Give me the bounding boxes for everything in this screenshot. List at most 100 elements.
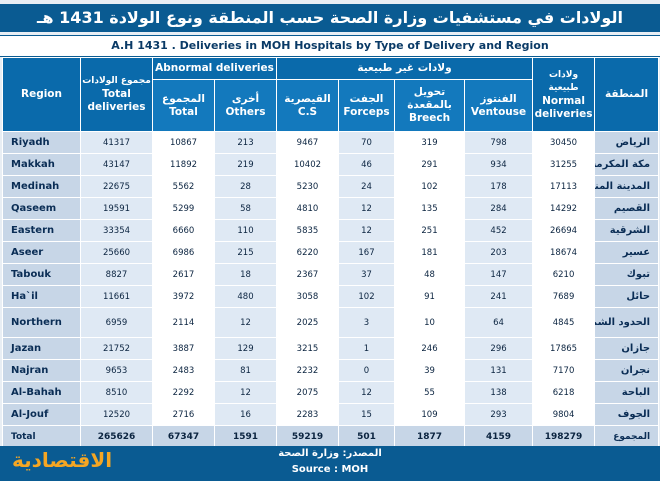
cell-total: 8510 (80, 381, 153, 404)
cell-normal: 14292 (532, 197, 596, 220)
cell-cs: 9467 (276, 131, 339, 154)
region-name-arabic: حائل (594, 285, 660, 308)
cell-normal: 9804 (532, 403, 596, 426)
cell-others: 215 (214, 241, 277, 264)
table-row: Eastern 33354 6660 110 5835 12 251 452 26694 الشر… (2, 219, 660, 242)
cell-others: 213 (214, 131, 277, 154)
header-cs-ar: القيصرية (284, 92, 331, 105)
cell-cs: 4810 (276, 197, 339, 220)
cell-ventouse: 131 (463, 359, 534, 382)
cell-cs: 2283 (276, 403, 339, 426)
header-normal-ar: ولادات طبيعية (548, 69, 579, 93)
table-row: Tabouk 8827 2617 18 2367 37 48 147 6210 تبوك (2, 263, 660, 286)
region-name: Jazan (2, 337, 81, 360)
header-forceps: الجفت Forceps (338, 79, 395, 132)
table-row: Al-Jouf 12520 2716 16 2283 15 109 293 9804 الجوف (2, 403, 660, 426)
cell-breech: 109 (394, 403, 465, 426)
header-others-ar: أخرى (231, 92, 260, 105)
cell-abn-total: 2483 (152, 359, 215, 382)
header-normal-deliveries: ولادات طبيعية Normal deliveries (532, 57, 596, 132)
region-name-arabic: القصيم (594, 197, 660, 220)
cell-total: 6959 (80, 307, 153, 338)
region-name: Total (2, 425, 81, 448)
cell-breech: 48 (394, 263, 465, 286)
cell-ventouse: 4159 (463, 425, 534, 448)
cell-cs: 10402 (276, 153, 339, 176)
region-name: Tabouk (2, 263, 81, 286)
cell-forceps: 501 (338, 425, 395, 448)
region-name: Al-Jouf (2, 403, 81, 426)
cell-breech: 246 (394, 337, 465, 360)
cell-forceps: 12 (338, 381, 395, 404)
cell-abn-total: 2617 (152, 263, 215, 286)
cell-cs: 5230 (276, 175, 339, 198)
cell-abn-total: 2292 (152, 381, 215, 404)
region-name-arabic: المجموع (594, 425, 660, 448)
header-region: Region (2, 57, 81, 132)
header-abnormal-total-ar: المجموع (162, 92, 205, 105)
cell-abn-total: 6986 (152, 241, 215, 264)
source-arabic: المصدر: وزارة الصحة (278, 448, 382, 459)
publisher-logo: الاقتصادية (12, 448, 113, 472)
cell-ventouse: 64 (463, 307, 534, 338)
cell-normal: 4845 (532, 307, 596, 338)
header-breech-ar: تحويل بالمقعدة (407, 86, 452, 111)
table-row: Northern 6959 2114 12 2025 3 10 64 4845 الحدود ال… (2, 307, 660, 338)
cell-forceps: 3 (338, 307, 395, 338)
region-name: Riyadh (2, 131, 81, 154)
page-title-arabic: الولادات في مستشفيات وزارة الصحة حسب الم… (0, 4, 660, 32)
header-region-ar: المنطقة (594, 57, 660, 132)
cell-breech: 1877 (394, 425, 465, 448)
cell-total: 22675 (80, 175, 153, 198)
cell-normal: 26694 (532, 219, 596, 242)
cell-normal: 31255 (532, 153, 596, 176)
cell-normal: 30450 (532, 131, 596, 154)
header-breech: تحويل بالمقعدة Breech (394, 79, 465, 132)
cell-total: 25660 (80, 241, 153, 264)
cell-forceps: 70 (338, 131, 395, 154)
cell-total: 9653 (80, 359, 153, 382)
header-normal-en: Normal deliveries (534, 94, 593, 120)
header-total-deliveries: مجموع الولادات Total deliveries (80, 57, 153, 132)
region-name: Eastern (2, 219, 81, 242)
cell-ventouse: 293 (463, 403, 534, 426)
cell-abn-total: 5299 (152, 197, 215, 220)
cell-normal: 7689 (532, 285, 596, 308)
cell-forceps: 15 (338, 403, 395, 426)
cell-others: 81 (214, 359, 277, 382)
cell-breech: 251 (394, 219, 465, 242)
cell-cs: 3215 (276, 337, 339, 360)
page-title-english: A.H 1431 . Deliveries in MOH Hospitals b… (0, 35, 660, 57)
cell-abn-total: 2114 (152, 307, 215, 338)
cell-ventouse: 798 (463, 131, 534, 154)
cell-forceps: 1 (338, 337, 395, 360)
region-name: Northern (2, 307, 81, 338)
header-forceps-en: Forceps (343, 105, 390, 118)
header-abnormal-total: المجموع Total (152, 79, 215, 132)
cell-cs: 3058 (276, 285, 339, 308)
region-name-arabic: جازان (594, 337, 660, 360)
table-row: Ha`il 11661 3972 480 3058 102 91 241 7689 حائل (2, 285, 660, 308)
header-ventouse: الفنتوز Ventouse (463, 79, 534, 132)
cell-forceps: 37 (338, 263, 395, 286)
cell-breech: 39 (394, 359, 465, 382)
cell-forceps: 46 (338, 153, 395, 176)
header-abnormal-total-en: Total (169, 105, 198, 118)
cell-normal: 198279 (532, 425, 596, 448)
cell-abn-total: 3972 (152, 285, 215, 308)
cell-breech: 10 (394, 307, 465, 338)
region-name-arabic: المدينة المنورة (594, 175, 660, 198)
cell-others: 28 (214, 175, 277, 198)
cell-forceps: 0 (338, 359, 395, 382)
cell-forceps: 12 (338, 219, 395, 242)
header-ventouse-en: Ventouse (470, 105, 527, 118)
cell-normal: 7170 (532, 359, 596, 382)
header-ventouse-ar: الفنتوز (480, 92, 517, 105)
cell-cs: 5835 (276, 219, 339, 242)
cell-forceps: 102 (338, 285, 395, 308)
cell-others: 12 (214, 307, 277, 338)
cell-others: 58 (214, 197, 277, 220)
header-cs-en: C.S (297, 105, 318, 118)
cell-total: 19591 (80, 197, 153, 220)
region-name: Al-Bahah (2, 381, 81, 404)
